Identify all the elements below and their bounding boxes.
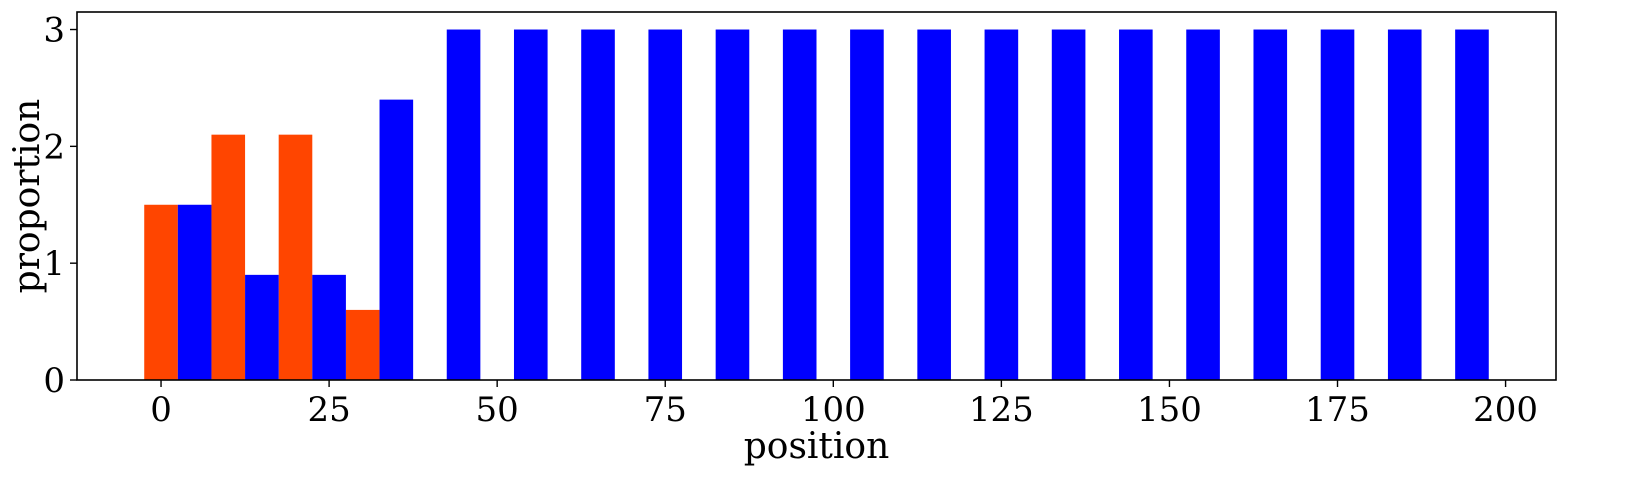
bar-s1-1 <box>245 274 279 380</box>
x-tick-label: 125 <box>969 390 1034 430</box>
bar-s1-0 <box>177 204 212 380</box>
bar-s1-15 <box>1186 29 1220 381</box>
ticks-layer: 0 25 50 75 100 125 150 175 200 0 1 2 3 <box>43 11 1538 430</box>
x-axis-label: position <box>744 426 890 467</box>
bar-s1-7 <box>648 29 683 381</box>
x-tick-label: 75 <box>644 390 687 430</box>
bar-s1-5 <box>513 29 548 381</box>
bar-s1-16 <box>1253 29 1288 381</box>
bar-s1-4 <box>446 29 481 381</box>
bar-s1-18 <box>1387 29 1422 381</box>
bar-s1-12 <box>984 29 1019 381</box>
x-tick-label: 175 <box>1305 390 1370 430</box>
bar-s0-1 <box>211 134 246 380</box>
bar-s1-3 <box>379 99 414 380</box>
x-tick-label: 50 <box>476 390 519 430</box>
bar-s1-9 <box>782 29 817 381</box>
y-tick-label: 2 <box>43 127 65 167</box>
bar-s1-17 <box>1320 29 1355 381</box>
bar-s1-13 <box>1051 29 1086 381</box>
bar-s0-0 <box>144 204 178 380</box>
bar-s1-8 <box>715 29 750 381</box>
bar-s1-2 <box>312 274 346 380</box>
x-tick-label: 25 <box>307 390 350 430</box>
bar-s0-3 <box>345 309 380 380</box>
y-tick-label: 0 <box>43 361 65 401</box>
y-tick-label: 3 <box>43 11 65 51</box>
bars-layer <box>144 29 1489 381</box>
y-axis-label: proportion <box>7 99 48 294</box>
bar-s1-14 <box>1119 29 1153 381</box>
bar-s1-10 <box>850 29 884 381</box>
x-tick-label: 150 <box>1137 390 1202 430</box>
bar-s1-11 <box>917 29 951 381</box>
x-tick-label: 0 <box>150 390 172 430</box>
x-tick-label: 200 <box>1473 390 1538 430</box>
plot-frame <box>76 11 1557 381</box>
bar-s1-6 <box>581 29 615 381</box>
bar-s0-2 <box>278 134 313 380</box>
y-tick-label: 1 <box>43 244 65 284</box>
bar-s1-19 <box>1455 29 1489 381</box>
x-tick-label: 100 <box>801 390 866 430</box>
